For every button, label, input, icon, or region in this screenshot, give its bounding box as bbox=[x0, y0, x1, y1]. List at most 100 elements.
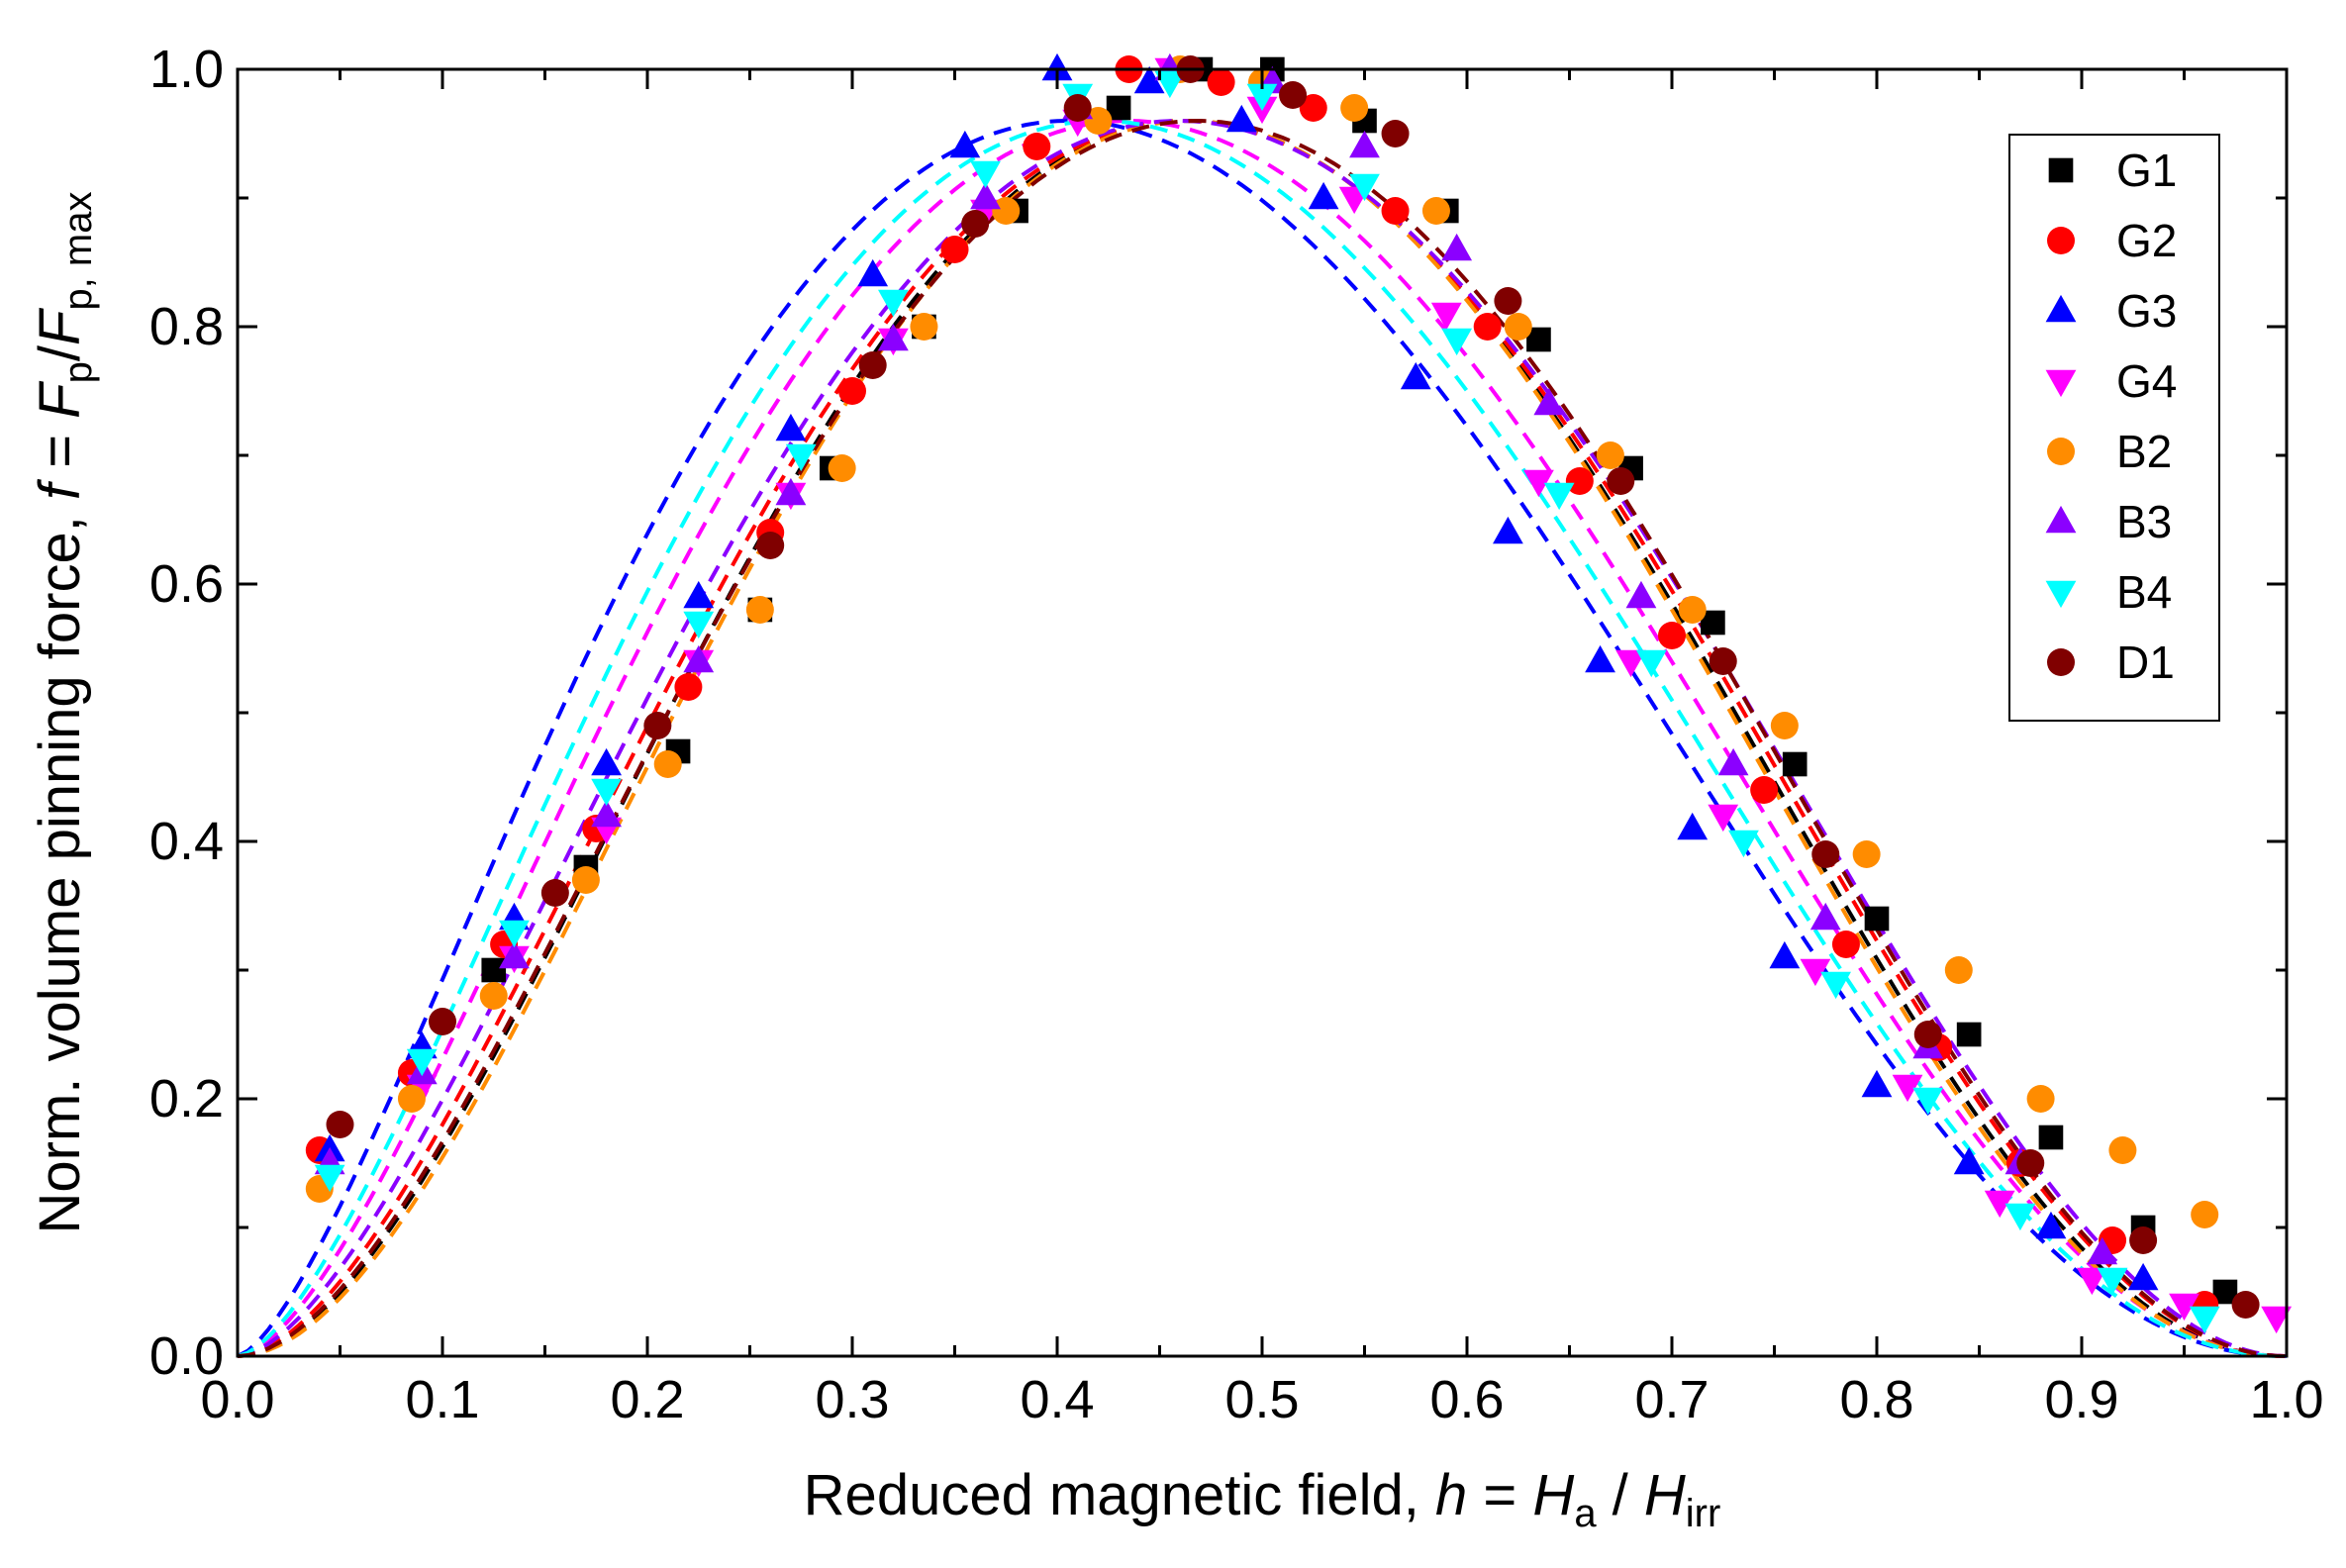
x-axis-title-prefix: Reduced magnetic field, bbox=[804, 1463, 1435, 1527]
legend-marker-g4 bbox=[2045, 369, 2077, 398]
data-point-g4 bbox=[2261, 1306, 2293, 1334]
y-axis-title-sub2: p, max bbox=[56, 192, 100, 311]
data-point-d1 bbox=[429, 1008, 456, 1035]
x-tick-label: 0.5 bbox=[1224, 1370, 1299, 1429]
data-point-g3 bbox=[591, 747, 622, 776]
data-point-d1 bbox=[2129, 1226, 2158, 1254]
data-point-g2 bbox=[1023, 133, 1051, 160]
data-point-b3 bbox=[1349, 130, 1380, 158]
data-point-g4 bbox=[1708, 804, 1739, 833]
data-point-g2 bbox=[1473, 313, 1502, 341]
data-point-b4 bbox=[1820, 971, 1851, 1000]
data-point-b4 bbox=[1441, 328, 1473, 356]
data-point-g3 bbox=[683, 580, 715, 609]
data-point-b2 bbox=[1944, 956, 1973, 984]
data-point-b2 bbox=[828, 454, 856, 482]
x-axis-title-sub1: a bbox=[1574, 1492, 1597, 1535]
data-point-d1 bbox=[1913, 1021, 1942, 1048]
data-point-b3 bbox=[591, 799, 622, 828]
y-tick-label: 1.0 bbox=[149, 40, 224, 99]
y-axis-title-sub1: p bbox=[56, 361, 100, 383]
x-tick-label: 0.3 bbox=[815, 1370, 889, 1429]
data-point-b4 bbox=[2004, 1203, 2036, 1231]
data-point-g2 bbox=[838, 377, 866, 405]
data-point-b2 bbox=[1340, 94, 1369, 122]
data-point-b3 bbox=[683, 644, 715, 673]
fit-curve-g3 bbox=[237, 118, 2288, 1358]
data-point-d1 bbox=[858, 351, 887, 379]
data-point-b4 bbox=[2097, 1267, 2128, 1296]
data-point-d1 bbox=[1709, 647, 1737, 675]
data-point-g3 bbox=[1225, 104, 1257, 133]
data-point-g1 bbox=[1782, 751, 1808, 777]
data-point-g3 bbox=[1493, 516, 1523, 544]
legend-marker-b2 bbox=[2047, 438, 2075, 465]
legend-marker-d1 bbox=[2047, 648, 2075, 676]
y-tick-label: 0.8 bbox=[149, 297, 224, 356]
data-point-g4 bbox=[1430, 302, 1462, 331]
data-point-d1 bbox=[1279, 81, 1308, 109]
axis-ticks bbox=[236, 67, 2289, 1358]
data-point-b2 bbox=[1596, 441, 1624, 469]
data-point-g3 bbox=[775, 413, 807, 441]
fit-curve-d1 bbox=[237, 118, 2288, 1358]
data-point-d1 bbox=[1381, 120, 1410, 147]
data-point-b3 bbox=[1809, 902, 1841, 931]
legend-box bbox=[2008, 134, 2220, 722]
data-point-g3 bbox=[1769, 940, 1801, 969]
data-point-g3 bbox=[857, 258, 889, 287]
data-point-b4 bbox=[683, 611, 715, 639]
data-point-b2 bbox=[745, 596, 774, 624]
x-tick-label: 0.8 bbox=[1839, 1370, 1913, 1429]
data-point-g3 bbox=[1133, 65, 1165, 94]
legend-label-b3: B3 bbox=[2116, 496, 2172, 547]
data-point-g2 bbox=[674, 673, 703, 701]
data-point-b4 bbox=[1246, 83, 1278, 112]
data-point-b2 bbox=[1678, 596, 1707, 624]
data-point-b4 bbox=[406, 1048, 438, 1077]
legend-label-g3: G3 bbox=[2116, 285, 2177, 337]
legend-marker-b4 bbox=[2045, 580, 2077, 609]
data-point-g4 bbox=[1800, 958, 1831, 987]
data-point-g3 bbox=[1308, 181, 1339, 210]
data-point-g4 bbox=[1523, 469, 1554, 498]
fit-curve-g4 bbox=[237, 118, 2288, 1358]
legend-label-g4: G4 bbox=[2116, 355, 2177, 407]
data-point-g3 bbox=[1400, 361, 1431, 390]
data-point-b2 bbox=[1504, 313, 1532, 341]
data-point-b4 bbox=[2189, 1306, 2220, 1334]
y-axis-title-eq: = bbox=[28, 419, 92, 484]
data-point-g2 bbox=[1299, 94, 1327, 122]
x-tick-label: 0.4 bbox=[1020, 1370, 1094, 1429]
y-axis-title-slash: / bbox=[28, 344, 92, 361]
data-point-b4 bbox=[1154, 70, 1186, 99]
y-axis-title-prefix: Norm. volume pinning force, bbox=[28, 500, 92, 1233]
data-point-g1 bbox=[1864, 906, 1890, 931]
y-tick-label: 0.6 bbox=[149, 554, 224, 614]
legend-label-b4: B4 bbox=[2116, 566, 2172, 618]
x-tick-label: 0.6 bbox=[1429, 1370, 1504, 1429]
data-point-d1 bbox=[1494, 287, 1522, 315]
data-point-b2 bbox=[1852, 840, 1881, 868]
data-point-b4 bbox=[1543, 482, 1575, 511]
data-point-b2 bbox=[1084, 107, 1113, 135]
data-point-g2 bbox=[1565, 467, 1594, 495]
x-axis-title-var: h bbox=[1435, 1463, 1467, 1527]
data-point-g2 bbox=[1658, 622, 1686, 649]
data-point-b3 bbox=[775, 477, 807, 506]
data-point-b2 bbox=[2108, 1136, 2137, 1164]
data-point-g4 bbox=[1984, 1190, 2015, 1219]
y-tick-label: 0.0 bbox=[149, 1326, 224, 1386]
legend-label-b2: B2 bbox=[2116, 426, 2172, 477]
data-point-g4 bbox=[1892, 1074, 1923, 1103]
x-axis-title-main1: H bbox=[1532, 1463, 1574, 1527]
data-points bbox=[305, 52, 2293, 1334]
data-point-g4 bbox=[2076, 1267, 2107, 1296]
y-tick-label: 0.4 bbox=[149, 812, 224, 871]
data-point-b4 bbox=[1349, 173, 1380, 202]
data-point-g3 bbox=[1585, 644, 1615, 673]
data-point-b4 bbox=[970, 160, 1001, 189]
data-point-b4 bbox=[314, 1164, 345, 1193]
